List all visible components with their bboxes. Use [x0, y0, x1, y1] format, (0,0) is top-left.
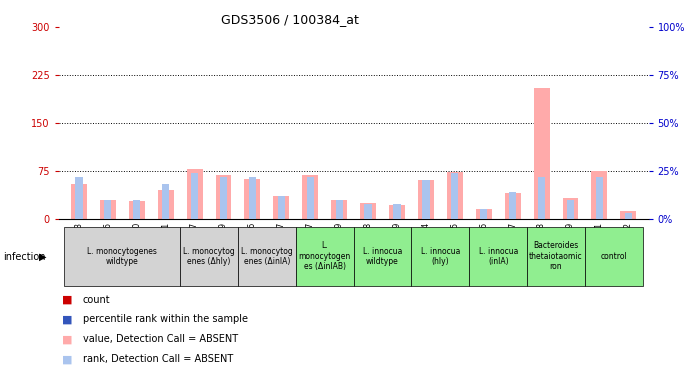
Bar — [64, 227, 180, 286]
Bar — [596, 177, 603, 219]
Bar — [129, 201, 145, 219]
Bar — [620, 211, 636, 219]
Bar — [418, 180, 434, 219]
Text: L. innocua
wildtype: L. innocua wildtype — [363, 247, 402, 266]
Bar — [100, 200, 116, 219]
Bar — [533, 88, 549, 219]
Bar — [296, 227, 353, 286]
Bar — [447, 172, 463, 219]
Text: L. monocytogenes
wildtype: L. monocytogenes wildtype — [88, 247, 157, 266]
Bar — [567, 200, 574, 219]
Bar — [306, 177, 314, 219]
Bar — [75, 177, 83, 219]
Bar — [353, 227, 411, 286]
Bar — [527, 227, 585, 286]
Text: L. monocytog
enes (Δhly): L. monocytog enes (Δhly) — [183, 247, 235, 266]
Bar — [451, 173, 458, 219]
Text: ■: ■ — [62, 354, 72, 364]
Text: ▶: ▶ — [39, 252, 47, 262]
Text: GDS3506 / 100384_at: GDS3506 / 100384_at — [221, 13, 359, 26]
Bar — [389, 205, 405, 219]
Bar — [273, 197, 289, 219]
Text: Bacteroides
thetaiotaomic
ron: Bacteroides thetaiotaomic ron — [529, 242, 583, 271]
Bar — [331, 200, 347, 219]
Text: L. innocua
(inlA): L. innocua (inlA) — [479, 247, 518, 266]
Bar — [244, 179, 260, 219]
Bar — [480, 209, 487, 219]
Bar — [393, 204, 401, 219]
Text: rank, Detection Call = ABSENT: rank, Detection Call = ABSENT — [83, 354, 233, 364]
Text: L. monocytog
enes (ΔinlA): L. monocytog enes (ΔinlA) — [241, 247, 293, 266]
Text: ■: ■ — [62, 314, 72, 324]
Bar — [104, 200, 111, 219]
Text: ■: ■ — [62, 295, 72, 305]
Bar — [538, 177, 545, 219]
Bar — [220, 177, 227, 219]
Bar — [476, 209, 492, 219]
Bar — [562, 199, 578, 219]
Text: L.
monocytogen
es (ΔinlAB): L. monocytogen es (ΔinlAB) — [299, 242, 351, 271]
Bar — [411, 227, 469, 286]
Bar — [186, 169, 203, 219]
Bar — [277, 196, 285, 219]
Bar — [624, 213, 632, 219]
Bar — [158, 190, 174, 219]
Bar — [249, 177, 256, 219]
Text: control: control — [600, 252, 627, 261]
Bar — [335, 200, 343, 219]
Text: percentile rank within the sample: percentile rank within the sample — [83, 314, 248, 324]
Bar — [504, 193, 521, 219]
Text: L. innocua
(hly): L. innocua (hly) — [421, 247, 460, 266]
Bar — [180, 227, 238, 286]
Bar — [422, 180, 430, 219]
Bar — [509, 192, 516, 219]
Text: value, Detection Call = ABSENT: value, Detection Call = ABSENT — [83, 334, 238, 344]
Bar — [302, 175, 318, 219]
Bar — [238, 227, 296, 286]
Bar — [162, 184, 169, 219]
Bar — [360, 203, 376, 219]
Bar — [133, 200, 140, 219]
Text: count: count — [83, 295, 110, 305]
Bar — [215, 175, 231, 219]
Bar — [469, 227, 527, 286]
Bar — [591, 171, 607, 219]
Text: infection: infection — [3, 252, 46, 262]
Bar — [364, 204, 372, 219]
Bar — [585, 227, 643, 286]
Bar — [71, 184, 87, 219]
Text: ■: ■ — [62, 334, 72, 344]
Bar — [191, 173, 198, 219]
